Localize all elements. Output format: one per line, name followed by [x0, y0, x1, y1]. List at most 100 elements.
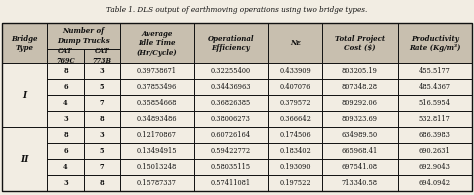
- Text: 0.15787337: 0.15787337: [137, 179, 177, 187]
- Text: CAT
773B: CAT 773B: [92, 47, 111, 65]
- Bar: [84, 95, 120, 111]
- Text: 516.5954: 516.5954: [419, 99, 451, 107]
- Bar: [398, 23, 472, 63]
- Bar: [398, 143, 472, 159]
- Bar: [84, 49, 120, 63]
- Bar: [47, 127, 84, 143]
- Bar: [84, 175, 120, 191]
- Text: 4: 4: [63, 99, 68, 107]
- Bar: [322, 111, 398, 127]
- Bar: [47, 95, 84, 111]
- Text: 532.8117: 532.8117: [419, 115, 450, 123]
- Bar: [47, 175, 84, 191]
- Bar: [47, 79, 84, 95]
- Text: Nᴇ: Nᴇ: [290, 39, 301, 47]
- Bar: [398, 127, 472, 143]
- Bar: [322, 23, 398, 63]
- Text: 0.58035115: 0.58035115: [211, 163, 251, 171]
- Bar: [268, 111, 322, 127]
- Bar: [268, 95, 322, 111]
- Bar: [2, 23, 472, 191]
- Bar: [47, 79, 84, 95]
- Bar: [84, 111, 120, 127]
- Bar: [194, 159, 268, 175]
- Text: Number of
Dump Trucks: Number of Dump Trucks: [57, 27, 110, 45]
- Text: 809292.06: 809292.06: [342, 99, 378, 107]
- Bar: [398, 63, 472, 79]
- Bar: [120, 79, 194, 95]
- Text: II: II: [20, 155, 29, 164]
- Text: 0.197522: 0.197522: [279, 179, 311, 187]
- Bar: [47, 95, 84, 111]
- Bar: [47, 127, 84, 143]
- Text: 807348.28: 807348.28: [342, 83, 378, 91]
- Bar: [2, 63, 47, 127]
- Text: 4: 4: [63, 163, 68, 171]
- Text: 8: 8: [63, 67, 68, 75]
- Bar: [120, 111, 194, 127]
- Bar: [2, 63, 47, 127]
- Bar: [120, 23, 194, 63]
- Bar: [322, 159, 398, 175]
- Bar: [47, 159, 84, 175]
- Bar: [84, 63, 120, 79]
- Text: 3: 3: [100, 67, 104, 75]
- Bar: [120, 143, 194, 159]
- Bar: [47, 49, 84, 63]
- Text: 0.37853496: 0.37853496: [137, 83, 177, 91]
- Bar: [268, 79, 322, 95]
- Text: 0.32255400: 0.32255400: [211, 67, 251, 75]
- Text: 0.59422772: 0.59422772: [211, 147, 251, 155]
- Bar: [47, 111, 84, 127]
- Bar: [194, 63, 268, 79]
- Bar: [120, 23, 194, 63]
- Bar: [84, 175, 120, 191]
- Bar: [120, 95, 194, 111]
- Bar: [268, 95, 322, 111]
- Bar: [322, 63, 398, 79]
- Bar: [268, 79, 322, 95]
- Bar: [47, 175, 84, 191]
- Text: 485.4367: 485.4367: [419, 83, 451, 91]
- Bar: [268, 175, 322, 191]
- Bar: [322, 23, 398, 63]
- Text: 3: 3: [100, 131, 104, 139]
- Bar: [398, 159, 472, 175]
- Bar: [194, 175, 268, 191]
- Bar: [2, 127, 47, 191]
- Bar: [47, 63, 84, 79]
- Bar: [84, 111, 120, 127]
- Text: Productivity
Rate (Kg/m³): Productivity Rate (Kg/m³): [409, 35, 460, 52]
- Bar: [398, 143, 472, 159]
- Text: 697541.08: 697541.08: [342, 163, 378, 171]
- Bar: [322, 63, 398, 79]
- Text: 7: 7: [100, 163, 104, 171]
- Bar: [2, 23, 47, 63]
- Bar: [194, 127, 268, 143]
- Text: 0.183402: 0.183402: [279, 147, 311, 155]
- Text: 665968.41: 665968.41: [342, 147, 378, 155]
- Text: 5: 5: [100, 147, 104, 155]
- Bar: [2, 127, 47, 191]
- Bar: [47, 23, 120, 49]
- Text: 0.379572: 0.379572: [279, 99, 311, 107]
- Text: 0.38006273: 0.38006273: [211, 115, 251, 123]
- Bar: [268, 159, 322, 175]
- Text: 6: 6: [63, 83, 68, 91]
- Text: 803205.19: 803205.19: [342, 67, 378, 75]
- Bar: [268, 143, 322, 159]
- Bar: [194, 127, 268, 143]
- Bar: [120, 79, 194, 95]
- Bar: [84, 79, 120, 95]
- Text: 0.174506: 0.174506: [279, 131, 311, 139]
- Bar: [120, 143, 194, 159]
- Text: 8: 8: [100, 179, 104, 187]
- Text: 7: 7: [100, 99, 104, 107]
- Bar: [268, 111, 322, 127]
- Bar: [268, 23, 322, 63]
- Text: 692.9043: 692.9043: [419, 163, 451, 171]
- Bar: [84, 159, 120, 175]
- Bar: [268, 175, 322, 191]
- Bar: [120, 111, 194, 127]
- Bar: [194, 143, 268, 159]
